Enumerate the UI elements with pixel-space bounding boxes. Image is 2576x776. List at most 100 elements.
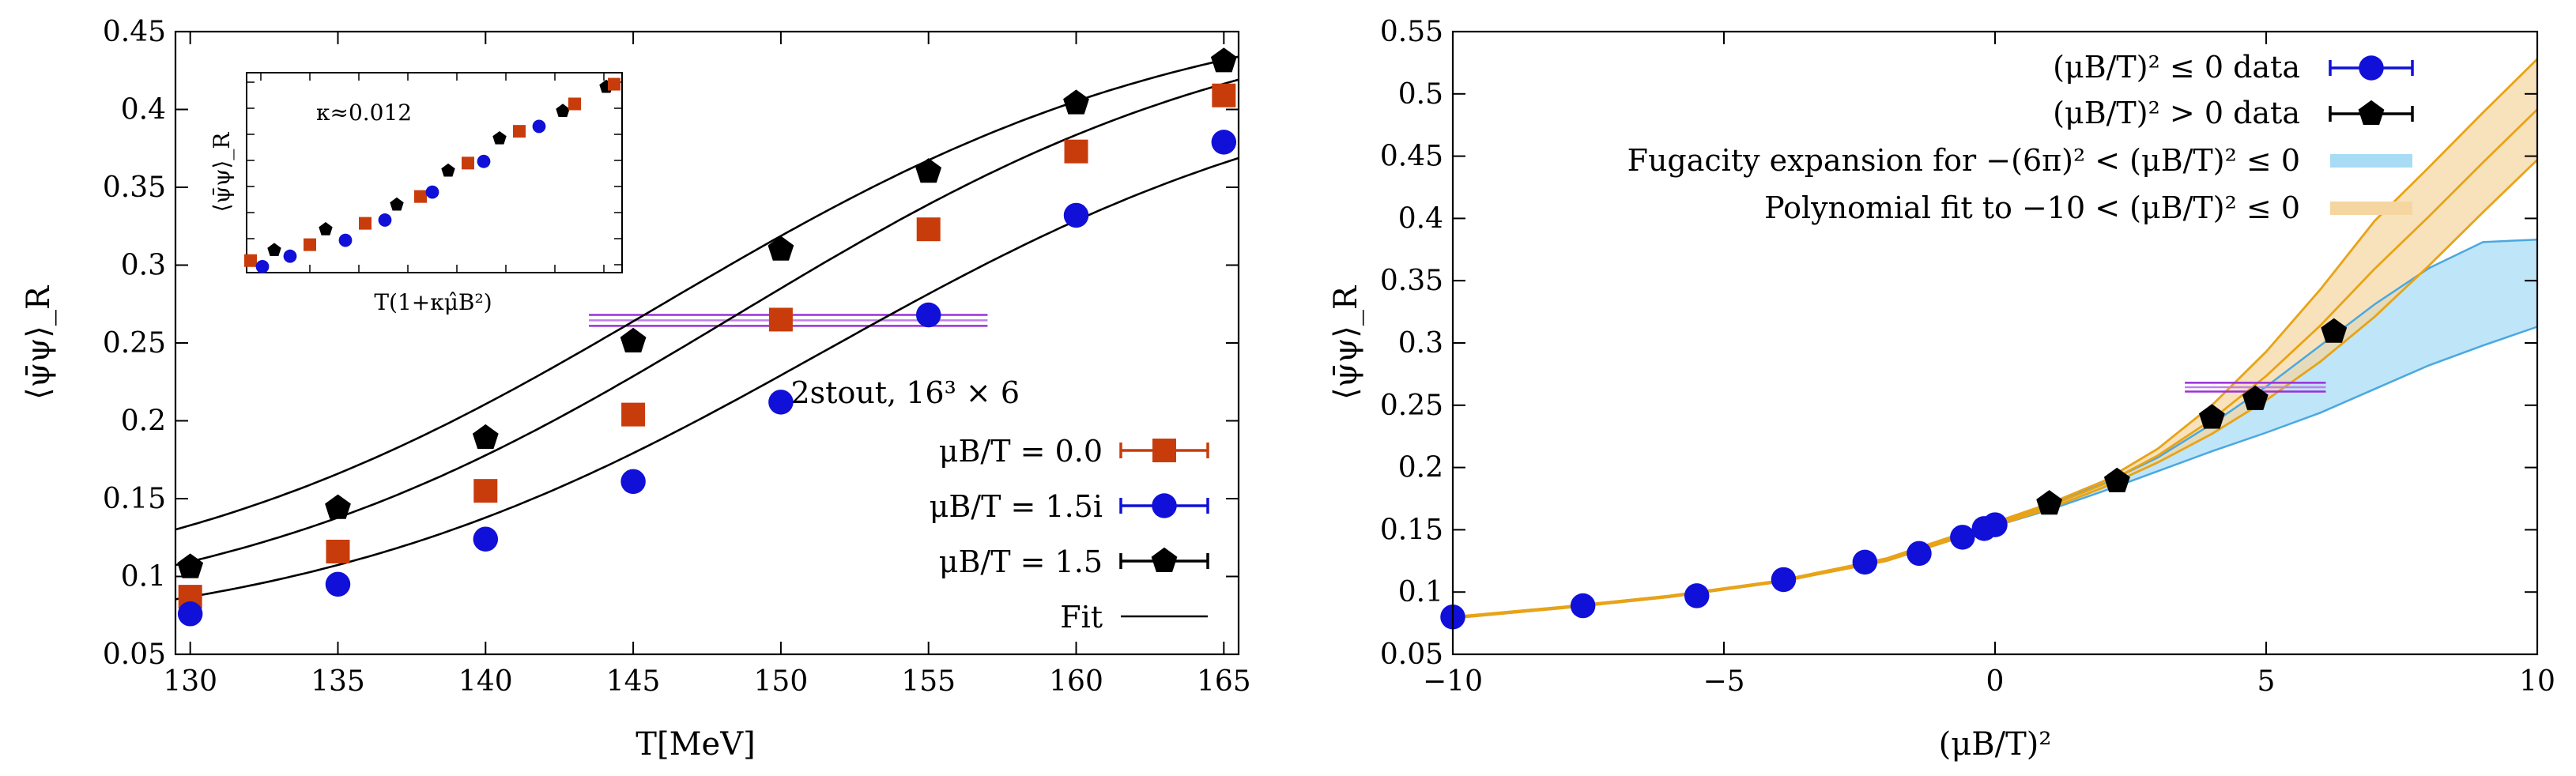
right-x-tick-label: 10 xyxy=(2519,665,2555,698)
right-x-tick-label: −10 xyxy=(1423,665,1483,698)
inset-data-point xyxy=(244,254,257,267)
left-legend-label-mu0: μB/T = 0.0 xyxy=(939,434,1103,469)
left-y-tick-label: 0.15 xyxy=(103,483,166,515)
left-data-point xyxy=(326,539,350,563)
left-x-tick-label: 155 xyxy=(901,665,956,698)
right-data-point-negative xyxy=(1684,583,1710,608)
polynomial-fit-central-line xyxy=(1452,108,2538,619)
right-x-tick-label: 0 xyxy=(1986,665,2005,698)
left-fit-curves xyxy=(175,55,1239,601)
left-data-point xyxy=(177,553,204,578)
left-data-point xyxy=(768,390,794,415)
left-data-point xyxy=(472,424,499,450)
left-x-tick-label: 165 xyxy=(1197,665,1251,698)
right-data-point-negative xyxy=(1570,593,1596,619)
left-legend-label-mu15: μB/T = 1.5 xyxy=(939,544,1103,579)
right-data-markers xyxy=(1440,318,2348,630)
left-data-point xyxy=(325,494,351,519)
left-x-tick-label: 160 xyxy=(1049,665,1103,698)
left-y-tick-label: 0.45 xyxy=(103,16,166,48)
inset-data-point xyxy=(283,249,297,263)
left-data-point xyxy=(1210,47,1237,73)
inset-markers xyxy=(244,77,620,273)
right-x-tick-label: −5 xyxy=(1703,665,1744,698)
right-y-tick-label: 0.5 xyxy=(1398,78,1443,111)
left-panel: 130 135 140 145 150 155 160 165 0.05 0.1 0.15 0.2 0.… xyxy=(21,16,1251,763)
right-y-axis-label: ⟨ψ̄ψ⟩_R xyxy=(1328,284,1364,400)
right-y-tick-label: 0.2 xyxy=(1398,452,1443,484)
inset-data-point xyxy=(338,233,353,247)
inset-data-point xyxy=(425,185,439,199)
left-x-tick-label: 140 xyxy=(458,665,513,698)
left-x-tick-label: 150 xyxy=(754,665,809,698)
left-data-point xyxy=(473,526,499,552)
inset-y-label: ⟨ψ̄ψ⟩_R xyxy=(209,132,235,213)
left-legend-marker xyxy=(1151,547,1178,572)
inset-data-point xyxy=(513,125,526,138)
right-legend-marker xyxy=(2359,55,2384,81)
inset-data-point xyxy=(414,190,427,203)
left-legend-keys xyxy=(1119,439,1209,618)
left-data-point xyxy=(915,158,942,183)
inset-data-point xyxy=(319,222,333,235)
left-data-point xyxy=(916,217,941,242)
right-data-point-negative xyxy=(1907,541,1932,567)
left-tick-labels: 130 135 140 145 150 155 160 165 0.05 0.1 0.15 0.2 0.… xyxy=(103,16,1251,698)
right-legend: (μB/T)² ≤ 0 data (μB/T)² > 0 data Fugaci… xyxy=(1627,50,2414,225)
inset-data-point xyxy=(492,131,507,145)
left-fit-curve xyxy=(175,78,1239,567)
left-data-markers xyxy=(177,47,1237,627)
left-y-tick-label: 0.1 xyxy=(121,561,166,593)
inset-frame xyxy=(246,72,623,273)
right-y-tick-label: 0.3 xyxy=(1398,327,1443,360)
left-data-point xyxy=(1211,130,1237,155)
right-y-tick-label: 0.45 xyxy=(1380,141,1443,173)
left-fit-curve xyxy=(175,156,1239,601)
inset-data-point xyxy=(304,238,316,251)
right-data-point-negative xyxy=(1950,525,1975,550)
left-legend-label-fit: Fit xyxy=(1060,600,1103,635)
right-y-tick-label: 0.05 xyxy=(1380,639,1443,671)
inset-data-point xyxy=(255,259,270,273)
right-y-tick-label: 0.55 xyxy=(1380,16,1443,48)
right-legend-label-pos: (μB/T)² > 0 data xyxy=(2053,96,2300,130)
polynomial-band xyxy=(1453,58,2537,619)
left-data-point xyxy=(1063,89,1089,115)
left-y-tick-label: 0.3 xyxy=(121,250,166,282)
inset-data-point xyxy=(441,163,455,177)
left-y-axis-label: ⟨ψ̄ψ⟩_R xyxy=(21,284,57,400)
right-data-point-positive xyxy=(2242,385,2269,410)
left-legend-label-mu15i: μB/T = 1.5i xyxy=(930,489,1103,524)
right-legend-label-polyfit: Polynomial fit to −10 < (μB/T)² ≤ 0 xyxy=(1764,190,2300,225)
right-legend-label-fugacity: Fugacity expansion for −(6π)² < (μB/T)² … xyxy=(1627,143,2300,178)
right-y-tick-label: 0.1 xyxy=(1398,576,1443,608)
inset-data-point xyxy=(532,119,546,134)
left-y-tick-label: 0.2 xyxy=(121,405,166,438)
right-axis-ticks xyxy=(1452,31,2538,655)
left-y-tick-label: 0.25 xyxy=(103,327,166,360)
right-y-tick-label: 0.15 xyxy=(1380,514,1443,546)
left-plot-frame xyxy=(174,30,1240,656)
inset-data-point xyxy=(359,217,372,230)
left-legend: 2stout, 16³ × 6 μB/T = 0.0 μB/T = 1.5i μ… xyxy=(791,375,1209,635)
right-data-point-positive xyxy=(2036,490,2062,515)
left-y-tick-label: 0.35 xyxy=(103,171,166,204)
left-data-point xyxy=(915,302,941,328)
left-data-point xyxy=(473,479,498,503)
left-legend-marker xyxy=(1152,493,1177,518)
left-data-point xyxy=(621,402,646,427)
left-data-point xyxy=(1212,83,1236,107)
left-x-tick-label: 145 xyxy=(606,665,661,698)
left-y-tick-label: 0.05 xyxy=(103,639,166,671)
inset-data-point xyxy=(477,154,491,168)
inset-annotation: κ≈0.012 xyxy=(316,100,412,126)
right-legend-fugacity-swatch xyxy=(2330,154,2412,168)
inset-data-point xyxy=(608,77,620,91)
right-data-point-negative xyxy=(1982,512,2008,537)
right-bands xyxy=(1452,58,2538,620)
left-data-point xyxy=(768,235,794,261)
right-plot-frame xyxy=(1451,30,2539,656)
right-tick-labels: −10 −5 0 5 10 0.05 0.1 0.15 0.2 0.25 0.3 0.35 0.4 0.4… xyxy=(1380,16,2555,698)
left-legend-marker xyxy=(1152,439,1176,462)
